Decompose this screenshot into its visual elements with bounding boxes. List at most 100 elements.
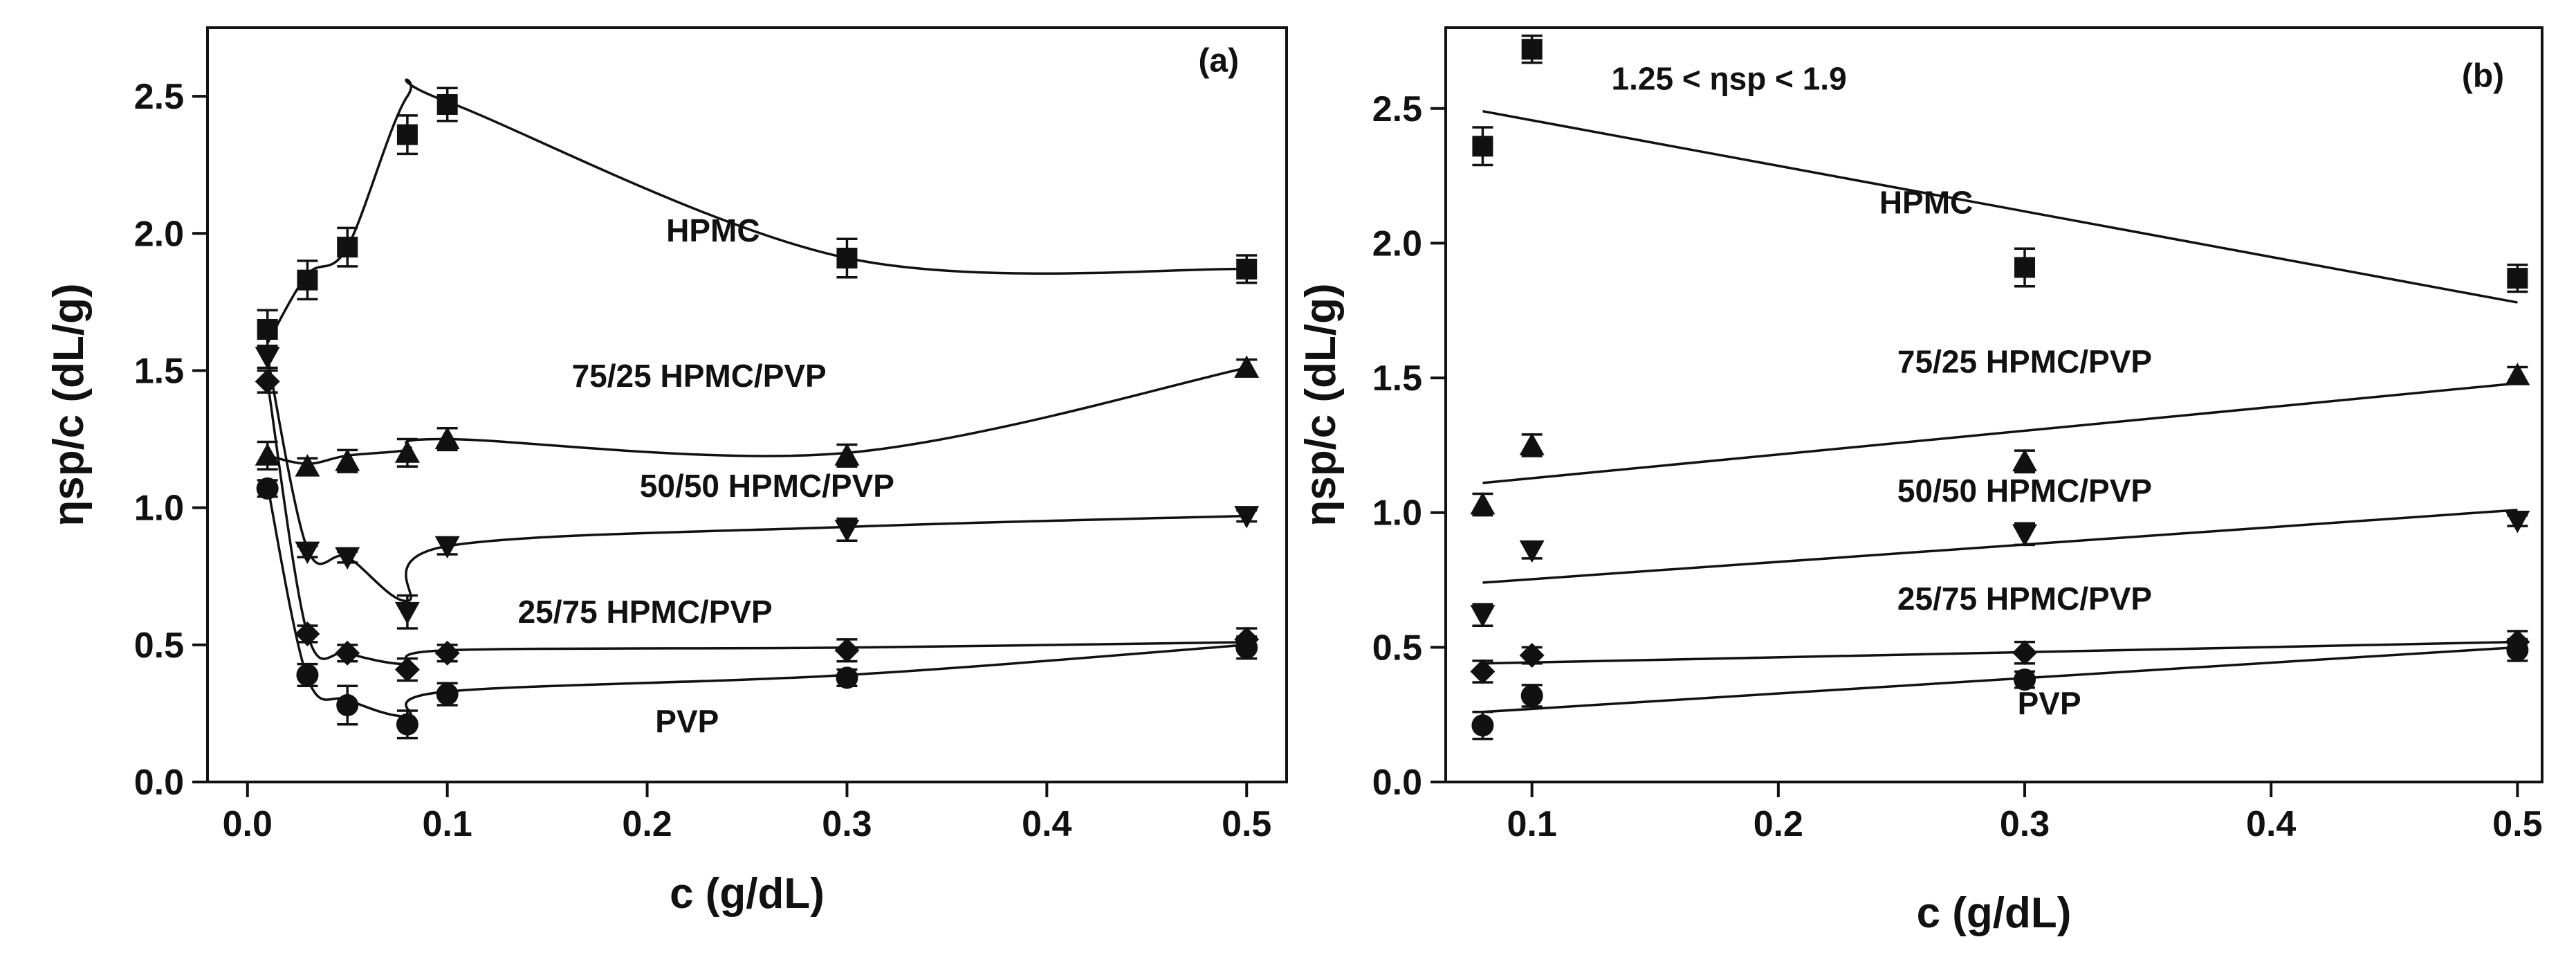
data-point [1470, 659, 1496, 684]
data-point [834, 637, 860, 663]
series-25-75-hpmc-pvp [255, 369, 1260, 682]
x-tick-label: 0.5 [1222, 804, 1271, 844]
x-tick-label: 0.4 [2246, 804, 2296, 844]
data-point [434, 426, 460, 449]
series-curve [267, 366, 1247, 465]
x-tick-label: 0.3 [822, 804, 872, 844]
panel-tag: (b) [2462, 58, 2504, 95]
data-point [1521, 39, 1543, 60]
data-point [396, 713, 418, 736]
series-hpmc [1472, 34, 2528, 304]
data-point [1519, 540, 1545, 563]
data-point [2014, 668, 2036, 691]
data-point [1234, 506, 1260, 529]
data-point [2506, 639, 2529, 662]
data-point [834, 443, 860, 466]
y-tick-label: 1.0 [1372, 493, 1422, 534]
series-hpmc [257, 78, 1258, 350]
data-point [257, 319, 278, 340]
x-tick-label: 0.1 [1507, 804, 1557, 844]
data-point [1471, 714, 1494, 737]
panel-a-chart: 0.0 0.1 0.2 0.3 0.4 0.5 0.0 0.5 1.0 1.5 2.0 2.5 c (g… [45, 26, 1288, 918]
series-75-25-hpmc-pvp [1470, 363, 2530, 517]
x-tick-label: 0.4 [1022, 804, 1071, 844]
fit-line [1482, 382, 2518, 484]
y-tick-label: 0.0 [134, 763, 184, 803]
data-point [255, 347, 280, 370]
data-point [396, 124, 418, 145]
data-point [337, 237, 358, 258]
fit-line [1482, 509, 2518, 584]
y-axis-title: ηsp/c (dL/g) [1297, 283, 1345, 526]
data-point [436, 93, 458, 115]
fit-line [1482, 646, 2518, 713]
series-label: PVP [2018, 686, 2081, 722]
data-point [2505, 363, 2530, 385]
series-label: 25/75 HPMC/PVP [1897, 581, 2152, 617]
data-point [296, 664, 319, 686]
data-point [2014, 257, 2036, 278]
plot-frame [1444, 26, 2543, 783]
data-point [394, 440, 420, 463]
data-point [2012, 448, 2038, 472]
y-tick-label: 2.0 [134, 214, 184, 254]
data-point [1235, 636, 1258, 659]
series-label: 75/25 HPMC/PVP [1897, 343, 2152, 379]
series-pvp [256, 477, 1258, 740]
data-point [2012, 524, 2038, 547]
data-point [256, 477, 279, 500]
data-point [1519, 433, 1545, 455]
x-tick-label: 0.5 [2492, 804, 2542, 844]
y-axis-title: ηsp/c (dL/g) [45, 283, 93, 526]
data-point [2505, 510, 2530, 534]
y-tick-label: 1.5 [134, 351, 184, 391]
series-label: PVP [655, 704, 719, 740]
data-point [1519, 643, 1545, 668]
x-tick-label: 0.2 [622, 804, 672, 844]
y-tick-label: 2.0 [1372, 224, 1422, 264]
series-curve [266, 78, 1247, 344]
data-point [335, 640, 360, 666]
y-tick-label: 1.0 [134, 489, 184, 529]
data-point [1520, 684, 1543, 707]
data-point [1470, 605, 1496, 628]
fit-line [1482, 640, 2518, 665]
data-point [1472, 136, 1493, 157]
series-label: 50/50 HPMC/PVP [1897, 473, 2152, 509]
x-axis-title: c (g/dL) [670, 870, 825, 918]
y-tick-label: 0.0 [1372, 763, 1422, 803]
data-point [335, 448, 360, 471]
y-tick-label: 0.5 [134, 626, 184, 666]
fit-line [1482, 109, 2518, 304]
data-point [297, 269, 318, 291]
y-tick-label: 0.5 [1372, 628, 1422, 668]
series-label: 50/50 HPMC/PVP [640, 468, 894, 504]
data-point [394, 601, 420, 625]
data-point [295, 621, 320, 646]
x-tick-label: 0.1 [423, 804, 472, 844]
data-point [836, 247, 858, 269]
y-tick-label: 1.5 [1372, 358, 1422, 399]
data-point [434, 640, 460, 666]
panel-tag: (a) [1198, 42, 1239, 79]
series-pvp [1471, 637, 2529, 740]
series-50-50-hpmc-pvp [255, 345, 1260, 630]
y-tick-label: 2.5 [134, 77, 184, 117]
data-point [2507, 268, 2528, 289]
data-point [2012, 640, 2038, 666]
series-label: 25/75 HPMC/PVP [518, 594, 773, 630]
condition-label: 1.25 < ηsp < 1.9 [1612, 61, 1847, 97]
series-label: 75/25 HPMC/PVP [572, 358, 827, 394]
data-point [255, 369, 280, 394]
data-point [436, 683, 459, 706]
x-tick-label: 0.2 [1754, 804, 1803, 844]
data-point [394, 657, 420, 682]
data-point [295, 541, 320, 565]
y-tick-label: 2.5 [1372, 89, 1422, 129]
data-point [834, 519, 860, 543]
x-tick-label: 0.3 [2000, 804, 2050, 844]
data-point [1236, 258, 1258, 280]
data-point [295, 454, 320, 477]
data-point [336, 694, 359, 717]
